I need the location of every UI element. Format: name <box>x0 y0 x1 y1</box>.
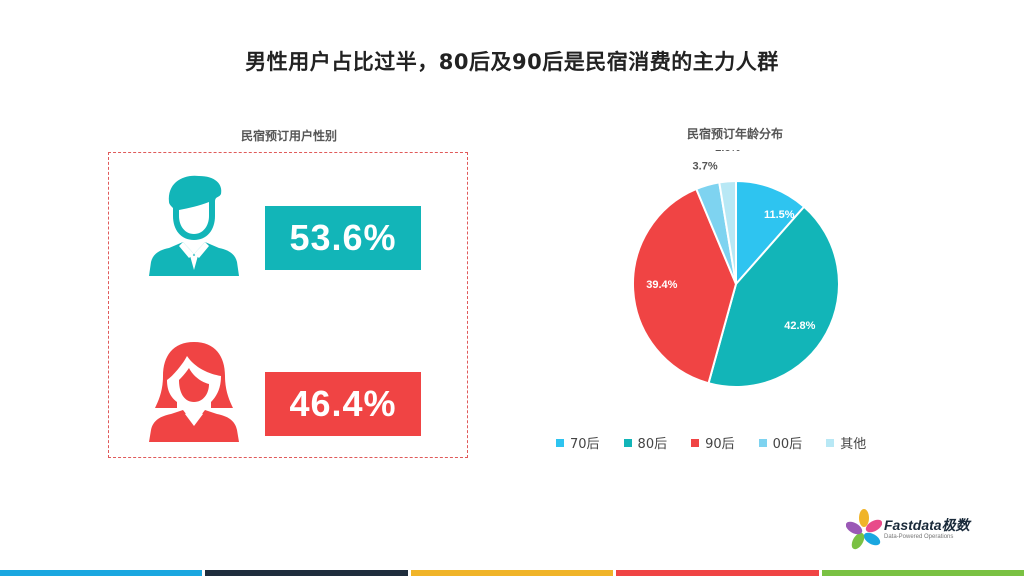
bottom-bar-segment <box>616 570 819 576</box>
legend-item: 80后 <box>623 433 668 452</box>
female-user-icon <box>149 342 239 442</box>
bottom-bar-segment <box>821 570 1024 576</box>
legend-swatch <box>691 438 700 447</box>
male-user-icon <box>149 175 239 276</box>
bottom-bar-segment <box>410 570 614 576</box>
legend-item: 其他 <box>826 433 866 452</box>
legend-swatch <box>623 438 632 447</box>
brand-tagline: Data-Powered Operations <box>884 534 954 540</box>
legend-label: 00后 <box>772 437 803 452</box>
legend-label: 90后 <box>705 437 735 452</box>
pie-data-label-4: 2.6% <box>715 150 740 154</box>
legend-label: 70后 <box>570 437 600 452</box>
pie-slice-0 <box>735 179 806 287</box>
bottom-bar-segment <box>0 570 203 576</box>
pie-slice-2 <box>632 187 738 385</box>
legend-swatch <box>556 438 564 447</box>
bottom-color-bar <box>0 570 1024 576</box>
legend-swatch <box>758 438 767 447</box>
pie-data-label-1: 42.8% <box>784 320 815 332</box>
pie-data-label-0: 11.5% <box>764 209 795 221</box>
bottom-bar-segment <box>205 570 408 576</box>
female-percentage: 46.4% <box>265 372 421 436</box>
male-percentage: 53.6% <box>265 206 421 270</box>
pie-slice-1 <box>707 205 840 388</box>
legend-label: 80后 <box>637 437 668 452</box>
fastdata-logo-icon <box>846 509 882 550</box>
gender-panel <box>108 152 468 458</box>
legend-swatch <box>826 438 835 447</box>
pie-data-label-3: 3.7% <box>693 161 718 173</box>
gender-section-title: 民宿预订用户性别 <box>240 129 337 143</box>
legend-item: 90后 <box>691 433 735 452</box>
page-title: 男性用户占比过半，80后及90后是民宿消费的主力人群 <box>245 50 779 74</box>
chart-legend: 70后 80后 90后 00后 其他 <box>556 433 890 452</box>
legend-item: 70后 <box>556 433 600 452</box>
legend-item: 00后 <box>758 433 803 452</box>
pie-data-label-2: 39.4% <box>646 279 677 291</box>
pie-slice-4 <box>718 179 737 285</box>
legend-label: 其他 <box>840 437 867 452</box>
brand-name: Fastdata极数 <box>884 517 970 533</box>
age-pie-chart: 11.5% 42.8% 39.4% 3.7% 2.6% <box>632 150 840 388</box>
age-chart-title: 民宿预订年龄分布 <box>686 127 783 141</box>
